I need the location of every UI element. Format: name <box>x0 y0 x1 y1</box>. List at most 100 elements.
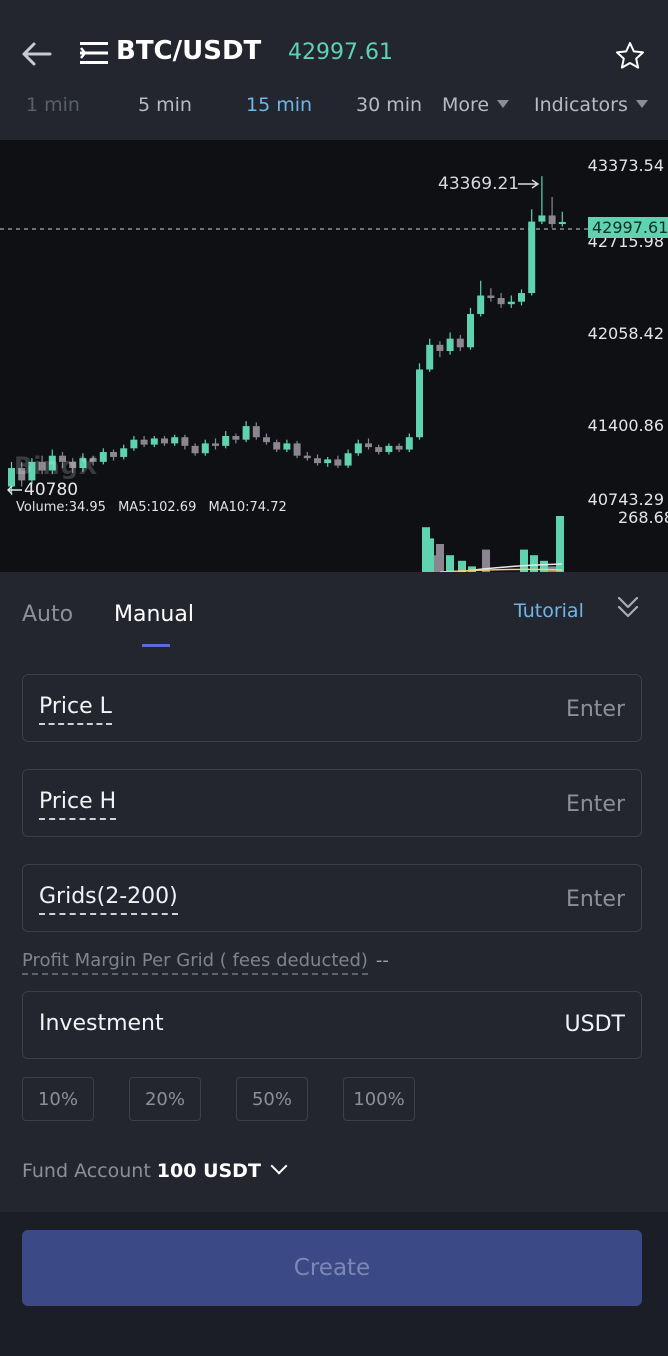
investment-label: Investment <box>39 1011 164 1036</box>
chevron-down-icon <box>270 1157 288 1175</box>
candle-body <box>89 458 97 462</box>
candle-body <box>18 468 26 481</box>
volume-bar <box>468 566 476 572</box>
volume-value: Volume:34.95 <box>16 500 106 515</box>
low-price-value: 40780 <box>24 480 79 500</box>
candle-body <box>456 338 464 348</box>
pct-20-button[interactable]: 20% <box>129 1077 201 1121</box>
indicators-label: Indicators <box>534 94 628 116</box>
investment-field[interactable]: Investment USDT <box>22 991 642 1059</box>
candle-body <box>222 436 230 446</box>
interval-15min[interactable]: 15 min <box>246 94 313 116</box>
interval-30min[interactable]: 30 min <box>356 94 423 116</box>
volume-bar <box>426 538 434 572</box>
candle-body <box>467 314 474 348</box>
price-high-field: Price H <box>22 769 642 837</box>
candlestick-chart[interactable]: BingX 43373.54 42715.98 42058.42 41400.8… <box>0 140 668 572</box>
profit-margin-label[interactable]: Profit Margin Per Grid ( fees deducted) <box>22 950 368 975</box>
grids-input[interactable] <box>425 883 625 915</box>
profit-margin-row: Profit Margin Per Grid ( fees deducted) -… <box>22 950 389 975</box>
ma10-value: MA10:74.72 <box>208 500 287 515</box>
candle-body <box>324 459 332 464</box>
candle-body <box>416 369 423 438</box>
price-low-label[interactable]: Price L <box>39 694 112 726</box>
grids-label[interactable]: Grids(2-200) <box>39 884 178 916</box>
candle-body <box>334 459 342 466</box>
candle-body <box>140 439 148 445</box>
candle-body <box>273 442 281 450</box>
peak-price-label: 43369.21 <box>438 174 520 194</box>
interval-1min[interactable]: 1 min <box>26 94 80 116</box>
candle-body <box>548 215 556 225</box>
create-button[interactable]: Create <box>22 1230 642 1306</box>
tutorial-link[interactable]: Tutorial <box>514 600 584 622</box>
candle-body <box>38 461 46 471</box>
indicators-dropdown[interactable]: Indicators <box>534 94 648 116</box>
candle-body <box>538 215 546 222</box>
volume-bar <box>556 516 564 572</box>
candle-body <box>354 443 362 454</box>
list-menu-icon[interactable] <box>80 41 108 65</box>
pair-title[interactable]: BTC/USDT <box>116 36 262 66</box>
candle-body <box>150 438 158 445</box>
fund-account-row[interactable]: Fund Account 100 USDT <box>22 1157 288 1182</box>
double-chevron-down-icon[interactable] <box>614 594 642 622</box>
candle-body <box>426 344 434 370</box>
tab-manual[interactable]: Manual <box>114 602 194 627</box>
fund-account-amount: 100 USDT <box>156 1160 261 1182</box>
pct-10-button[interactable]: 10% <box>22 1077 94 1121</box>
candle-body <box>28 461 36 481</box>
candle-body <box>375 447 383 453</box>
star-icon[interactable] <box>614 40 646 72</box>
candle-body <box>48 455 56 471</box>
candle-body <box>8 468 15 487</box>
more-dropdown[interactable]: More <box>442 94 510 116</box>
candle-body <box>130 439 138 449</box>
pct-50-button[interactable]: 50% <box>236 1077 308 1121</box>
investment-unit: USDT <box>564 1012 625 1037</box>
candle-body <box>263 437 270 443</box>
volume-bar <box>482 549 490 572</box>
interval-5min[interactable]: 5 min <box>138 94 192 116</box>
candle-body <box>181 437 189 446</box>
last-price: 42997.61 <box>288 40 393 65</box>
arrow-left-icon[interactable] <box>18 36 54 72</box>
candle-body <box>293 443 301 456</box>
price-axis-label: 43373.54 <box>587 156 664 175</box>
ma-line <box>439 568 563 572</box>
candles-group <box>8 176 566 496</box>
candle-body <box>487 295 495 298</box>
price-low-input[interactable] <box>425 693 625 725</box>
low-price-label: 40780 <box>6 480 78 500</box>
volume-bar <box>530 555 538 572</box>
active-tab-indicator <box>142 644 170 647</box>
volume-bar <box>458 560 466 572</box>
candle-body <box>99 452 107 462</box>
chart-canvas <box>0 176 668 572</box>
candle-body <box>110 452 117 457</box>
volume-bars-group <box>422 516 564 572</box>
candle-body <box>79 458 87 469</box>
mode-tabs: Auto Manual Tutorial <box>0 572 668 652</box>
pct-100-button[interactable]: 100% <box>343 1077 415 1121</box>
candle-body <box>528 221 536 294</box>
bingx-watermark-logo: BingX <box>14 452 99 480</box>
candle-body <box>303 455 311 459</box>
candle-body <box>507 301 515 305</box>
candle-body <box>232 436 240 440</box>
price-high-input[interactable] <box>425 788 625 820</box>
candle-body <box>191 445 199 454</box>
candle-body <box>446 338 454 351</box>
candle-body <box>344 453 352 466</box>
peak-arrow <box>518 179 540 189</box>
volume-bar <box>520 549 528 572</box>
price-high-label[interactable]: Price H <box>39 789 117 821</box>
candle-body <box>405 437 413 450</box>
top-bar: BTC/USDT 42997.61 <box>0 0 668 90</box>
tab-auto[interactable]: Auto <box>22 602 74 627</box>
candle-body <box>120 448 128 457</box>
candle-body <box>497 298 505 305</box>
caret-down-icon <box>497 100 510 108</box>
price-axis-label: 41400.86 <box>587 416 664 435</box>
volume-bar <box>540 560 548 572</box>
